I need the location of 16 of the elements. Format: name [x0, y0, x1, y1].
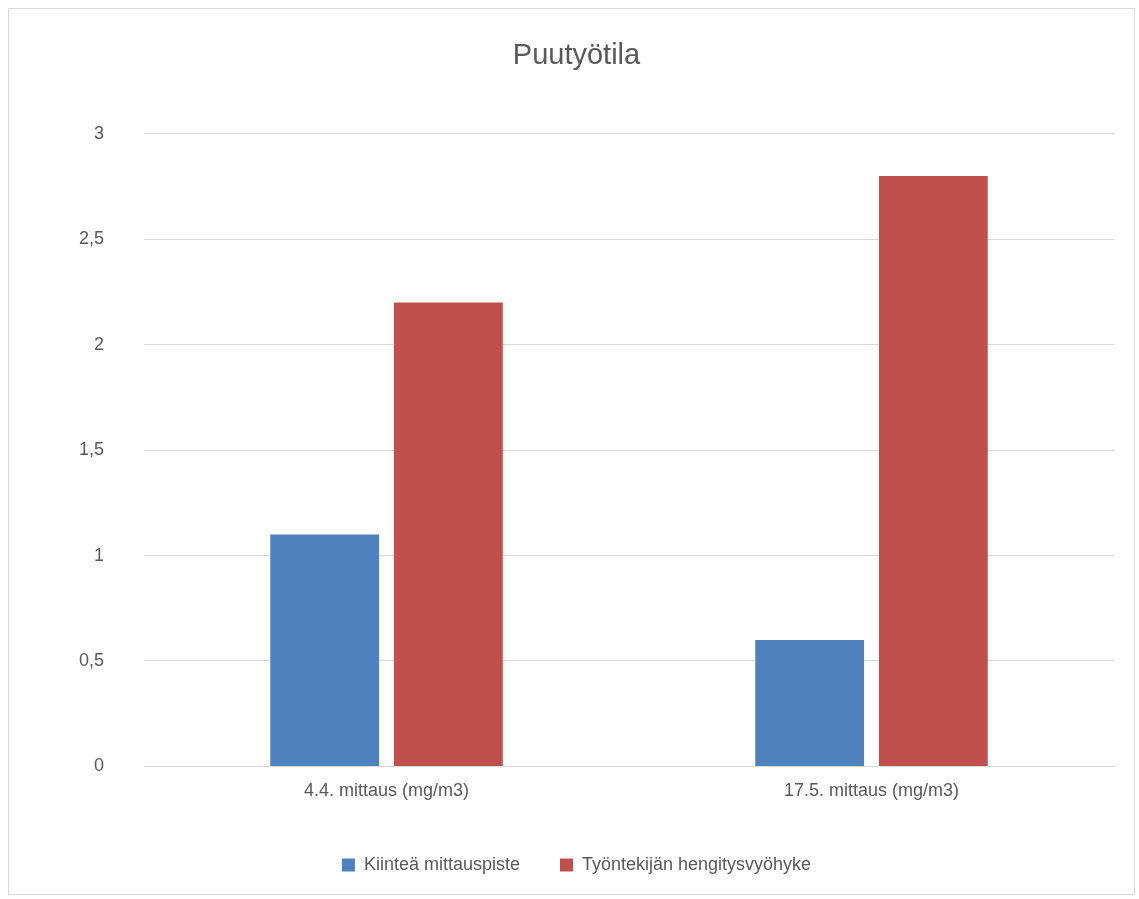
legend-label: Työntekijän hengitysvyöhyke	[581, 853, 812, 874]
chart-title: Puutyötila	[512, 38, 642, 71]
x-tick-label: 17.5. mittaus (mg/m3)	[783, 780, 960, 801]
y-tick-label: 2	[94, 333, 105, 354]
x-tick-label: 4.4. mittaus (mg/m3)	[303, 780, 470, 801]
bar	[755, 639, 865, 766]
bar	[393, 302, 503, 766]
y-tick-label: 0	[94, 755, 105, 776]
y-tick-label: 1,5	[78, 439, 105, 460]
y-tick-label: 0,5	[78, 649, 105, 670]
legend-label: Kiinteä mittauspiste	[363, 853, 520, 874]
bar	[878, 175, 988, 766]
bar	[270, 534, 380, 766]
y-tick-label: 2,5	[78, 228, 105, 249]
y-tick-label: 3	[94, 122, 105, 143]
y-tick-label: 1	[94, 544, 105, 565]
